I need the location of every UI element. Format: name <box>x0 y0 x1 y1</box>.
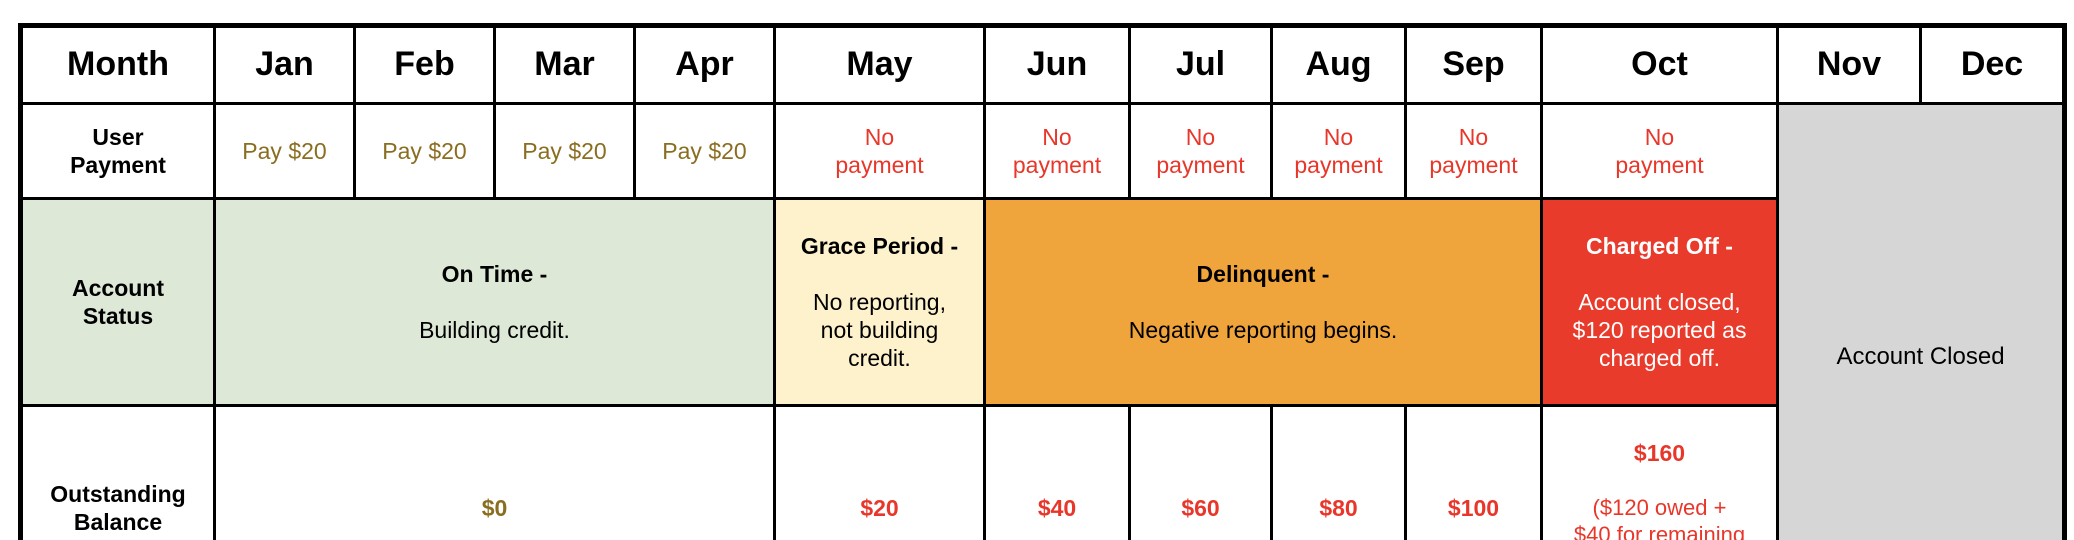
month-cell-may: May <box>773 24 986 105</box>
status-delinquent-desc: Negative reporting begins. <box>1128 317 1398 344</box>
status-cell-charged-off: Charged Off - Account closed, $120 repor… <box>1540 196 1779 408</box>
month-cell-aug: Aug <box>1270 24 1407 105</box>
payment-cell-aug: No payment <box>1270 102 1407 200</box>
status-charged-off-title: Charged Off - <box>1586 233 1733 260</box>
payment-cell-oct: No payment <box>1540 102 1779 200</box>
month-cell-jun: Jun <box>983 24 1131 105</box>
outstanding-balance-row: Outstanding Balance $0 $20 $40 $60 $80 $… <box>19 404 2065 540</box>
payment-cell-jan: Pay $20 <box>213 102 356 200</box>
status-on-time-desc: Building credit. <box>419 317 570 344</box>
month-label-cell: Month <box>19 24 216 105</box>
outstanding-balance-label-cell: Outstanding Balance <box>19 404 216 540</box>
status-grace-title: Grace Period - <box>800 233 959 260</box>
payment-cell-mar: Pay $20 <box>493 102 636 200</box>
balance-cell-aug: $80 <box>1270 404 1407 540</box>
month-cell-mar: Mar <box>493 24 636 105</box>
account-status-label-cell: Account Status <box>19 196 216 408</box>
balance-oct-note: ($120 owed + $40 for remaining 2 months) <box>1573 495 1746 540</box>
payment-cell-jul: No payment <box>1128 102 1273 200</box>
payment-cell-apr: Pay $20 <box>633 102 776 200</box>
month-cell-apr: Apr <box>633 24 776 105</box>
status-grace-desc: No reporting, not building credit. <box>813 289 946 372</box>
month-cell-jul: Jul <box>1128 24 1273 105</box>
month-cell-nov: Nov <box>1776 24 1922 105</box>
balance-cell-sep: $100 <box>1404 404 1543 540</box>
balance-cell-oct: $160 ($120 owed + $40 for remaining 2 mo… <box>1540 404 1779 540</box>
credit-timeline-table: Month Jan Feb Mar Apr May Jun Jul Aug Se… <box>18 23 2067 540</box>
balance-cell-jun: $40 <box>983 404 1131 540</box>
balance-oct-amount: $160 <box>1633 440 1686 467</box>
payment-cell-jun: No payment <box>983 102 1131 200</box>
status-cell-delinquent: Delinquent - Negative reporting begins. <box>983 196 1543 408</box>
balance-cell-jul: $60 <box>1128 404 1273 540</box>
balance-cell-jan-apr: $0 <box>213 404 776 540</box>
month-cell-oct: Oct <box>1540 24 1779 105</box>
user-payment-row: User Payment Pay $20 Pay $20 Pay $20 Pay… <box>19 102 2066 540</box>
status-charged-off-desc: Account closed, $120 reported as charged… <box>1572 289 1747 372</box>
payment-cell-may: No payment <box>773 102 986 200</box>
status-delinquent-title: Delinquent - <box>1196 261 1330 288</box>
month-cell-sep: Sep <box>1404 24 1543 105</box>
user-payment-label-cell: User Payment <box>19 102 216 200</box>
account-status-row: Account Status On Time - Building credit… <box>19 196 2065 408</box>
month-cell-jan: Jan <box>213 24 356 105</box>
status-cell-grace-period: Grace Period - No reporting, not buildin… <box>773 196 986 408</box>
months-header-row: Month Jan Feb Mar Apr May Jun Jul Aug Se… <box>19 24 2066 105</box>
month-cell-dec: Dec <box>1919 24 2066 105</box>
status-on-time-title: On Time - <box>441 261 548 288</box>
balance-cell-may: $20 <box>773 404 986 540</box>
payment-cell-feb: Pay $20 <box>353 102 496 200</box>
payment-cell-sep: No payment <box>1404 102 1543 200</box>
account-closed-cell: Account Closed <box>1776 102 2066 540</box>
month-cell-feb: Feb <box>353 24 496 105</box>
status-cell-on-time: On Time - Building credit. <box>213 196 776 408</box>
